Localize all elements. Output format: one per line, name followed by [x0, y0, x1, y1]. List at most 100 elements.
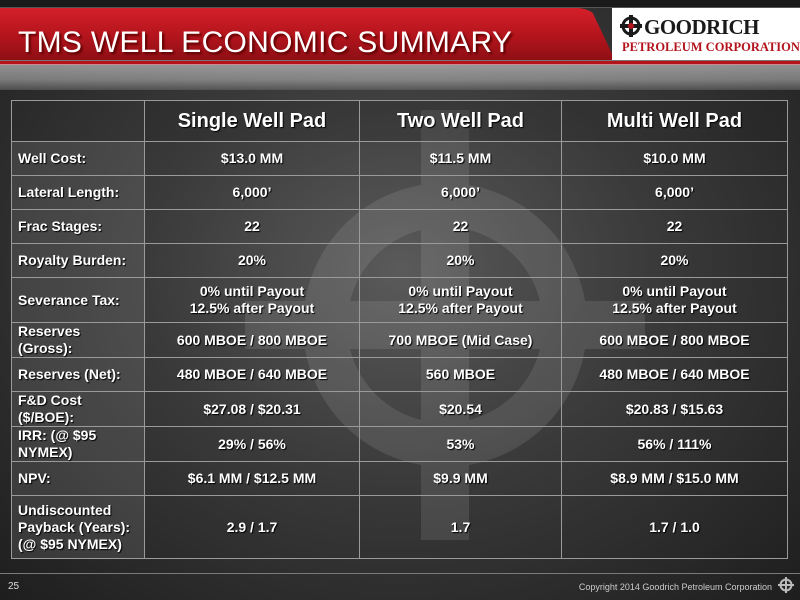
table-row: Undiscounted Payback (Years): (@ $95 NYMEX… — [11, 495, 788, 559]
table-cell: 0% until Payout 12.5% after Payout — [561, 277, 788, 323]
table-cell: 6,000’ — [561, 175, 788, 210]
table-cell: 480 MBOE / 640 MBOE — [144, 357, 360, 392]
gear-cross-icon — [620, 15, 642, 37]
cell-value: $6.1 MM / $12.5 MM — [187, 470, 317, 486]
cell-value: 560 MBOE — [425, 366, 496, 382]
cell-value: $20.54 — [439, 400, 482, 417]
table-cell: 1.7 / 1.0 — [561, 495, 788, 559]
cell-value: 0% until Payout — [199, 283, 305, 299]
row-label-line: (Gross): — [18, 340, 73, 356]
table-cell: $27.08 / $20.31 — [144, 391, 360, 427]
row-label: Severance Tax: — [11, 277, 145, 323]
table-row: Well Cost: $13.0 MM $11.5 MM $10.0 MM — [11, 141, 788, 176]
row-label-line: Reserves (Net): — [18, 366, 121, 382]
cell-value: 700 MBOE (Mid Case) — [388, 331, 533, 348]
table-row: Severance Tax: 0% until Payout 12.5% after… — [11, 277, 788, 323]
cell-value: 0% until Payout — [408, 283, 513, 299]
table-row: F&D Cost ($/BOE): $27.08 / $20.31 $20.54 $20… — [11, 391, 788, 427]
table-cell: 2.9 / 1.7 — [144, 495, 360, 559]
table-cell: $20.54 — [359, 391, 562, 427]
header-divider — [0, 60, 800, 65]
cell-value: $8.9 MM / $15.0 MM — [610, 470, 739, 486]
cell-value: $27.08 / $20.31 — [203, 400, 301, 417]
table-cell: $13.0 MM — [144, 141, 360, 176]
economic-summary-table: Single Well Pad Two Well Pad Multi Well … — [11, 100, 788, 559]
cell-value: 2.9 / 1.7 — [226, 518, 278, 535]
row-label-line: F&D Cost — [18, 392, 82, 408]
logo-subtitle: PETROLEUM CORPORATION — [622, 40, 800, 54]
table-row: NPV: $6.1 MM / $12.5 MM $9.9 MM $8.9 MM / $… — [11, 461, 788, 496]
table-row: Royalty Burden: 20% 20% 20% — [11, 243, 788, 278]
cell-value: $13.0 MM — [220, 150, 284, 166]
row-label-line: NPV: — [18, 470, 51, 486]
cell-value: 600 MBOE / 800 MBOE — [599, 331, 750, 348]
row-label-line: IRR: (@ $95 — [18, 427, 97, 443]
table-cell: $10.0 MM — [561, 141, 788, 176]
table-row: Lateral Length: 6,000’ 6,000’ 6,000’ — [11, 175, 788, 210]
cell-value: 600 MBOE / 800 MBOE — [176, 331, 328, 348]
table-row: Reserves (Gross): 600 MBOE / 800 MBOE 700 M… — [11, 322, 788, 358]
page-title: TMS WELL ECONOMIC SUMMARY — [18, 26, 513, 59]
cell-value: 12.5% after Payout — [189, 300, 315, 316]
table-row: Frac Stages: 22 22 22 — [11, 209, 788, 244]
table-cell: 56% / 111% — [561, 426, 788, 462]
cell-value: 1.7 — [450, 518, 471, 535]
row-label-line: ($/BOE): — [18, 409, 74, 425]
row-label: Royalty Burden: — [11, 243, 145, 278]
cell-value: 6,000’ — [232, 184, 272, 200]
table-cell: 6,000’ — [144, 175, 360, 210]
cell-value: 6,000’ — [441, 184, 480, 200]
cell-value: $9.9 MM — [433, 470, 488, 486]
table-cell: 20% — [561, 243, 788, 278]
table-cell: $8.9 MM / $15.0 MM — [561, 461, 788, 496]
row-label-line: NYMEX) — [18, 444, 73, 460]
footer-divider — [0, 573, 800, 574]
cell-value: 22 — [666, 218, 683, 234]
row-label: IRR: (@ $95 NYMEX) — [11, 426, 145, 462]
cell-value: 20% — [237, 252, 267, 268]
table-cell: 20% — [144, 243, 360, 278]
header-shine — [0, 64, 800, 90]
column-header: Two Well Pad — [359, 100, 562, 142]
table-cell: $9.9 MM — [359, 461, 562, 496]
table-cell: $6.1 MM / $12.5 MM — [144, 461, 360, 496]
table-cell: $20.83 / $15.63 — [561, 391, 788, 427]
table-cell: 480 MBOE / 640 MBOE — [561, 357, 788, 392]
row-label: Frac Stages: — [11, 209, 145, 244]
row-label-line: (@ $95 NYMEX) — [18, 535, 122, 552]
cell-value: $10.0 MM — [643, 150, 706, 166]
cell-value: 29% / 56% — [218, 435, 286, 452]
row-label-line: Well Cost: — [18, 150, 87, 166]
row-label: Lateral Length: — [11, 175, 145, 210]
cell-value: 6,000’ — [655, 184, 694, 200]
row-label: NPV: — [11, 461, 145, 496]
cell-value: 20% — [660, 252, 689, 268]
table-cell: 600 MBOE / 800 MBOE — [561, 322, 788, 358]
table-cell: 560 MBOE — [359, 357, 562, 392]
table-cell: 22 — [359, 209, 562, 244]
row-label-line: Severance Tax: — [18, 291, 120, 308]
cell-value: 22 — [452, 218, 469, 234]
table-row: Reserves (Net): 480 MBOE / 640 MBOE 560 MB… — [11, 357, 788, 392]
cell-value: 53% — [446, 435, 475, 452]
row-label-line: Undiscounted — [18, 501, 112, 518]
table-cell: 29% / 56% — [144, 426, 360, 462]
header-corner-cell — [11, 100, 145, 142]
row-label: Reserves (Gross): — [11, 322, 145, 358]
table-cell: 1.7 — [359, 495, 562, 559]
column-header: Multi Well Pad — [561, 100, 788, 142]
table-cell: 700 MBOE (Mid Case) — [359, 322, 562, 358]
table-cell: 20% — [359, 243, 562, 278]
logo-name: GOODRICH — [644, 15, 760, 39]
row-label-line: Payback (Years): — [18, 518, 131, 535]
row-label: Reserves (Net): — [11, 357, 145, 392]
cell-value: $20.83 / $15.63 — [625, 400, 724, 417]
column-header: Single Well Pad — [144, 100, 360, 142]
table-cell: 53% — [359, 426, 562, 462]
cell-value: $11.5 MM — [429, 150, 492, 166]
table-cell: 22 — [144, 209, 360, 244]
table-cell: 600 MBOE / 800 MBOE — [144, 322, 360, 358]
slide-number: 25 — [8, 581, 20, 592]
table-cell: 6,000’ — [359, 175, 562, 210]
table-cell: $11.5 MM — [359, 141, 562, 176]
